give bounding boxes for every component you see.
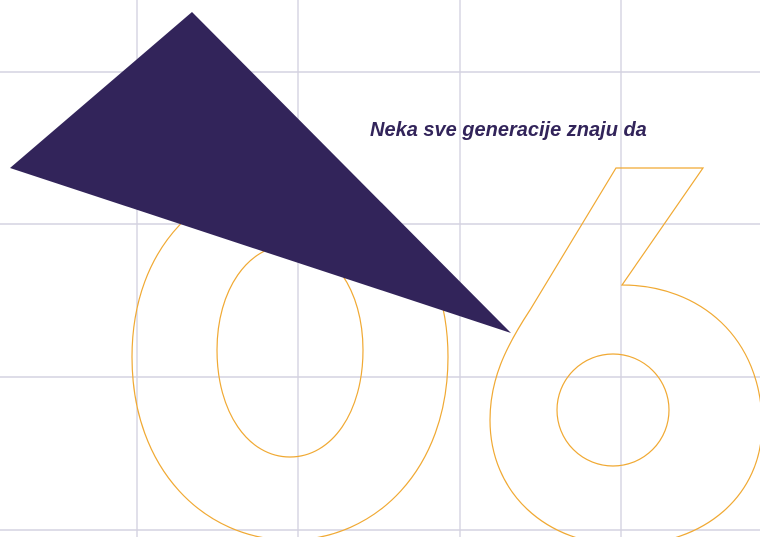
digit-six-counter-outline [556,353,670,467]
tagline-text: Neka sve generacije znaju da [370,119,647,141]
dark-triangle-shape [10,12,511,333]
digit-six-outline [489,167,760,537]
